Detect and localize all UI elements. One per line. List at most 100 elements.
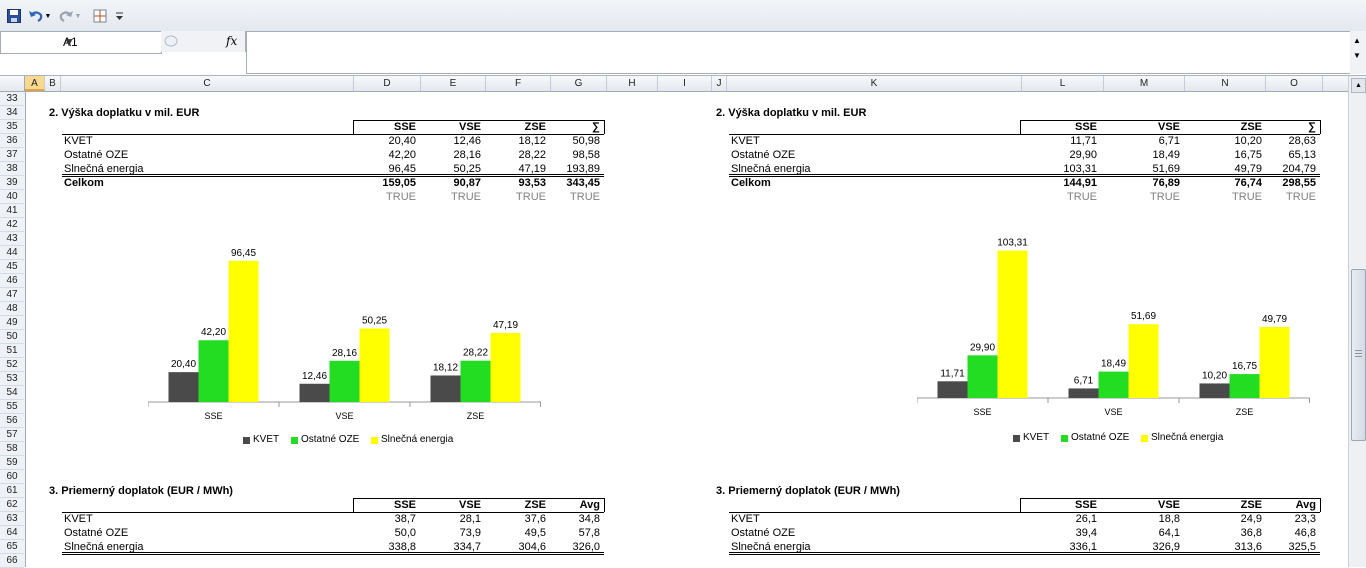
- table-border: [62, 512, 604, 513]
- row-header[interactable]: 61: [0, 484, 24, 498]
- row-header[interactable]: 48: [0, 302, 24, 316]
- column-header-d[interactable]: D: [354, 76, 421, 91]
- vertical-scrollbar[interactable]: ▲: [1348, 76, 1366, 567]
- row-header[interactable]: 66: [0, 554, 24, 568]
- scroll-up-button[interactable]: ▲: [1351, 78, 1366, 93]
- row-header[interactable]: 64: [0, 526, 24, 540]
- bar-kvet: [430, 375, 461, 402]
- bar-ostatne-oze: [1229, 374, 1260, 398]
- bar-slnecna-energia: [490, 332, 521, 402]
- row-header[interactable]: 39: [0, 176, 24, 190]
- row-header[interactable]: 54: [0, 386, 24, 400]
- row-header[interactable]: 36: [0, 134, 24, 148]
- chevron-up-icon[interactable]: ▲: [1353, 36, 1361, 45]
- row-header[interactable]: 35: [0, 120, 24, 134]
- category-label: VSE: [335, 411, 353, 421]
- row-header[interactable]: 57: [0, 428, 24, 442]
- row-header[interactable]: 59: [0, 456, 24, 470]
- borders-icon[interactable]: [92, 8, 108, 24]
- column-header-j[interactable]: J: [712, 76, 727, 91]
- column-header-n[interactable]: N: [1185, 76, 1266, 91]
- table-cell: 39,4: [1075, 527, 1097, 539]
- row-header[interactable]: 55: [0, 400, 24, 414]
- undo-icon[interactable]: [28, 8, 44, 24]
- chevron-down-icon[interactable]: ▼: [1353, 51, 1361, 60]
- row-header[interactable]: 47: [0, 288, 24, 302]
- column-header-e[interactable]: E: [421, 76, 486, 91]
- row-header[interactable]: 60: [0, 470, 24, 484]
- legend-label: Ostatné OZE: [301, 434, 360, 445]
- column-header-h[interactable]: H: [607, 76, 658, 91]
- row-header[interactable]: 58: [0, 442, 24, 456]
- expand-handle-icon[interactable]: [163, 35, 179, 47]
- column-header-l[interactable]: L: [1022, 76, 1104, 91]
- row-header[interactable]: 34: [0, 106, 24, 120]
- data-label: 18,49: [1101, 359, 1126, 370]
- row-header[interactable]: 65: [0, 540, 24, 554]
- row-header[interactable]: 53: [0, 372, 24, 386]
- legend-swatch: [291, 437, 298, 444]
- select-all-button[interactable]: [0, 76, 25, 91]
- undo-dropdown-icon[interactable]: ▼: [44, 12, 52, 20]
- table-border: [604, 498, 605, 512]
- column-header-k[interactable]: K: [727, 76, 1022, 91]
- row-header[interactable]: 56: [0, 414, 24, 428]
- formula-bar-controls: [161, 31, 246, 52]
- row-header[interactable]: 42: [0, 218, 24, 232]
- legend-label: KVET: [1023, 432, 1050, 443]
- column-label: ∑: [592, 121, 600, 133]
- column-label: ∑: [1308, 121, 1316, 133]
- column-header-f[interactable]: F: [486, 76, 551, 91]
- data-label: 42,20: [201, 327, 226, 338]
- row-header[interactable]: 41: [0, 204, 24, 218]
- bar-slnecna-energia: [997, 250, 1028, 398]
- formula-input[interactable]: [246, 31, 1351, 74]
- redo-dropdown-icon[interactable]: ▼: [74, 12, 82, 20]
- chart-svg: 11,71 29,90 103,31 SSE 6,71 18,49 51,69 VSE 10,2…: [916, 238, 1310, 417]
- table-cell: 90,87: [453, 177, 481, 189]
- row-header[interactable]: 44: [0, 246, 24, 260]
- data-label: 29,90: [970, 342, 995, 353]
- row-header[interactable]: 46: [0, 274, 24, 288]
- row-header[interactable]: 33: [0, 92, 24, 106]
- row-header[interactable]: 63: [0, 512, 24, 526]
- worksheet-grid[interactable]: 2. Výška doplatku v mil. EUR SSE VSE ZSE ∑ KV…: [26, 92, 1348, 567]
- table-cell: 37,6: [524, 513, 546, 525]
- row-header[interactable]: 49: [0, 316, 24, 330]
- column-header-g[interactable]: G: [551, 76, 607, 91]
- bar-chart[interactable]: 11,71 29,90 103,31 SSE 6,71 18,49 51,69 VSE 10,2…: [916, 231, 1310, 426]
- name-box[interactable]: A1 ▼: [0, 31, 162, 54]
- column-header-m[interactable]: M: [1104, 76, 1185, 91]
- row-header[interactable]: 43: [0, 232, 24, 246]
- legend-swatch: [371, 437, 378, 444]
- row-header[interactable]: 52: [0, 358, 24, 372]
- formula-bar-scroll[interactable]: ▲ ▼: [1350, 31, 1366, 74]
- table-cell: 76,74: [1234, 177, 1262, 189]
- row-header[interactable]: 38: [0, 162, 24, 176]
- row-header[interactable]: 50: [0, 330, 24, 344]
- table-cell: 326,0: [572, 541, 600, 553]
- chevron-down-icon[interactable]: ▼: [63, 35, 75, 49]
- legend-swatch: [243, 437, 250, 444]
- scrollbar-thumb[interactable]: [1351, 269, 1366, 441]
- column-header-c[interactable]: C: [61, 76, 354, 91]
- row-header[interactable]: 40: [0, 190, 24, 204]
- save-icon[interactable]: [6, 8, 22, 24]
- row-header[interactable]: 45: [0, 260, 24, 274]
- bar-kvet: [1068, 388, 1099, 398]
- row-header[interactable]: 62: [0, 498, 24, 512]
- legend-swatch: [1061, 435, 1068, 442]
- customize-icon[interactable]: [114, 8, 124, 24]
- row-header[interactable]: 51: [0, 344, 24, 358]
- column-header-i[interactable]: I: [658, 76, 712, 91]
- insert-function-button[interactable]: fx: [226, 34, 238, 48]
- bar-ostatne-oze: [1098, 371, 1129, 398]
- column-header-a[interactable]: A: [25, 76, 45, 91]
- column-header-o[interactable]: O: [1266, 76, 1323, 91]
- column-header-b[interactable]: B: [45, 76, 61, 91]
- table-cell: 334,7: [453, 541, 481, 553]
- row-header[interactable]: 37: [0, 148, 24, 162]
- column-label: VSE: [458, 121, 481, 133]
- bar-chart[interactable]: 20,40 42,20 96,45 SSE 12,46 28,16 50,25 VSE 18,1…: [147, 231, 541, 426]
- redo-icon[interactable]: [58, 8, 74, 24]
